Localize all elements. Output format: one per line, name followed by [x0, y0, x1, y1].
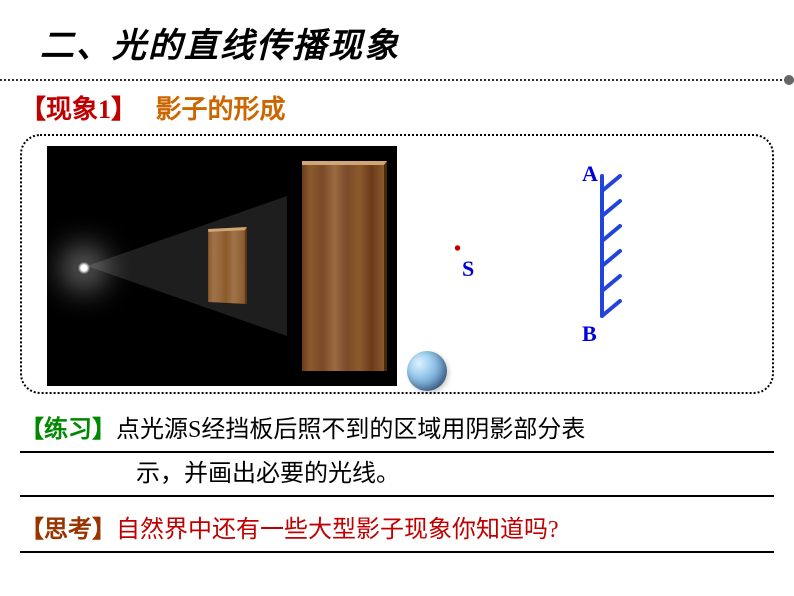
exercise-bracket: 【练习】 — [20, 412, 116, 448]
exercise-section: 【练习】 点光源S经挡板后照不到的区域用阴影部分表 示，并画出必要的光线。 【思… — [0, 409, 794, 553]
page-title: 二、光的直线传播现象 — [0, 0, 794, 79]
exercise-text-1: 点光源S经挡板后照不到的区域用阴影部分表 — [116, 412, 585, 448]
question-bracket: 【思考】 — [20, 512, 116, 548]
subtitle-text: 影子的形成 — [156, 95, 286, 124]
diagram-container: S A B — [20, 134, 774, 394]
question-text: 自然界中还有一些大型影子现象你知道吗? — [116, 512, 559, 548]
light-source — [77, 261, 91, 275]
light-cone — [87, 196, 287, 336]
shadow-illustration — [47, 146, 397, 386]
exercise-line-1: 【练习】 点光源S经挡板后照不到的区域用阴影部分表 — [20, 409, 774, 453]
exercise-line-2: 示，并画出必要的光线。 — [20, 453, 774, 497]
subtitle-bracket: 【现象1】 — [20, 95, 137, 124]
big-board — [302, 161, 387, 371]
small-board — [208, 227, 247, 304]
label-b: B — [582, 321, 597, 347]
label-a: A — [582, 161, 598, 187]
sphere-icon — [407, 351, 447, 391]
exercise-text-2: 示，并画出必要的光线。 — [136, 456, 400, 492]
barrier-svg — [582, 166, 632, 326]
divider-top — [0, 79, 794, 81]
question-line: 【思考】 自然界中还有一些大型影子现象你知道吗? — [20, 509, 774, 553]
subtitle: 【现象1】 影子的形成 — [0, 81, 794, 134]
point-s-label: S — [462, 256, 474, 282]
spacer — [20, 497, 774, 509]
